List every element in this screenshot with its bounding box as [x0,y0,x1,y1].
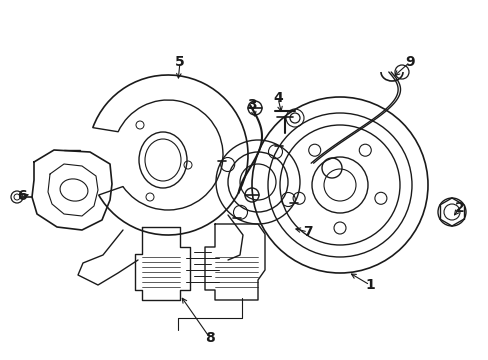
Text: 5: 5 [175,55,184,69]
Text: 8: 8 [204,331,214,345]
Text: 7: 7 [303,225,312,239]
Text: 2: 2 [454,201,464,215]
Text: 4: 4 [273,91,282,105]
Text: 3: 3 [246,98,256,112]
Text: 1: 1 [365,278,374,292]
Text: 6: 6 [17,189,27,203]
Text: 9: 9 [405,55,414,69]
